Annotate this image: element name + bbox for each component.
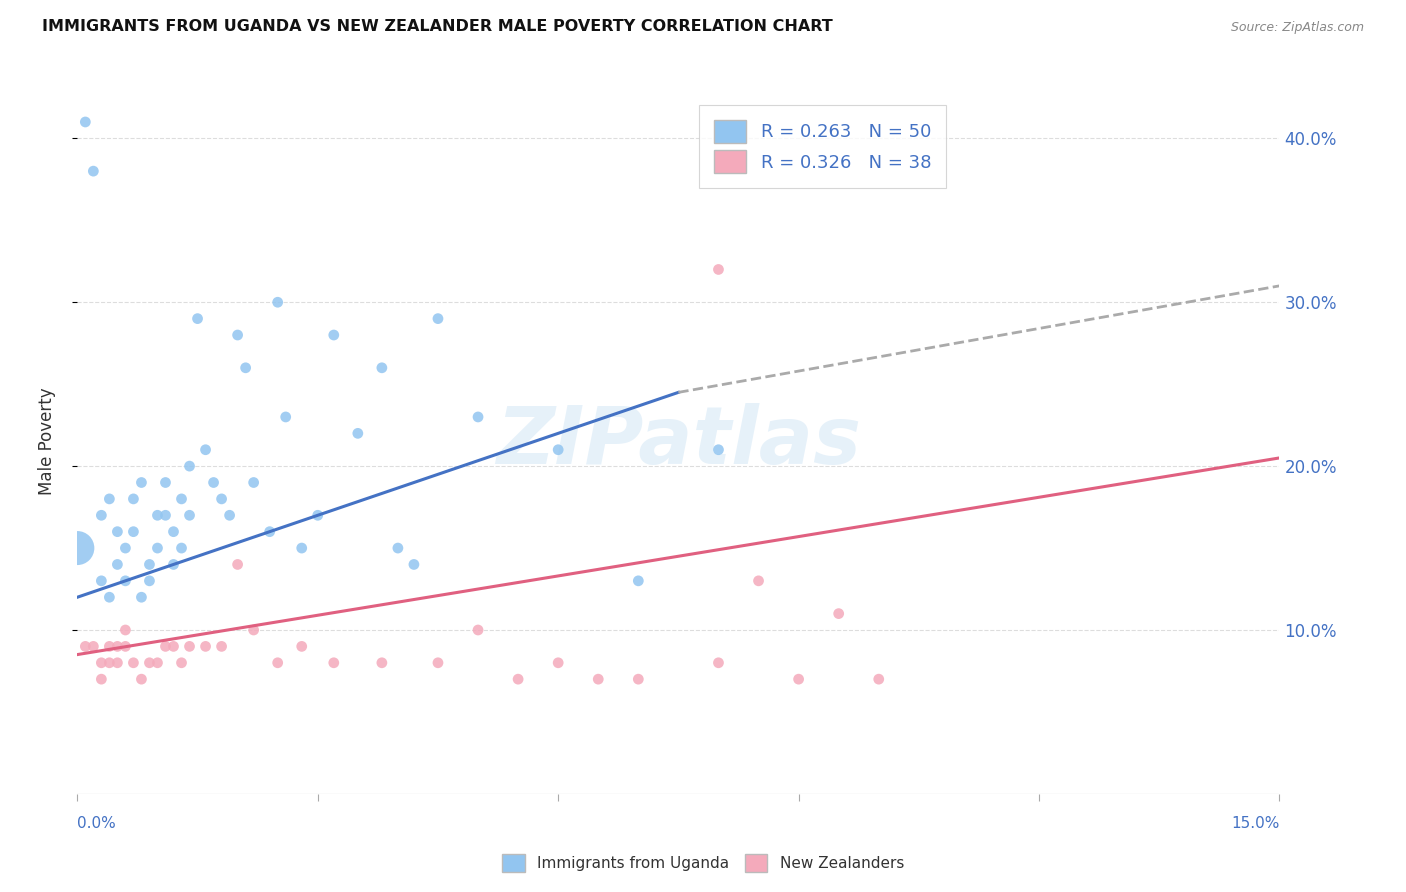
Point xyxy=(371,656,394,670)
Point xyxy=(467,623,489,637)
Point xyxy=(218,508,240,523)
Point xyxy=(75,640,97,654)
Point xyxy=(179,640,201,654)
Point xyxy=(194,640,217,654)
Point xyxy=(242,475,264,490)
Point xyxy=(322,656,344,670)
Legend: R = 0.263   N = 50, R = 0.326   N = 38: R = 0.263 N = 50, R = 0.326 N = 38 xyxy=(699,105,946,188)
Point xyxy=(131,672,153,686)
Point xyxy=(202,475,225,490)
Point xyxy=(122,656,145,670)
Point xyxy=(131,591,153,605)
Point xyxy=(98,640,121,654)
Point xyxy=(291,640,314,654)
Point xyxy=(114,574,136,588)
Point xyxy=(146,508,169,523)
Point xyxy=(235,360,257,375)
Point xyxy=(170,491,193,506)
Point xyxy=(170,656,193,670)
Point xyxy=(347,426,370,441)
Y-axis label: Male Poverty: Male Poverty xyxy=(38,388,56,495)
Point xyxy=(131,475,153,490)
Point xyxy=(155,475,177,490)
Point xyxy=(98,656,121,670)
Text: 15.0%: 15.0% xyxy=(1232,816,1279,830)
Point xyxy=(90,574,112,588)
Point xyxy=(155,640,177,654)
Point xyxy=(162,640,184,654)
Point xyxy=(114,623,136,637)
Point xyxy=(242,623,264,637)
Point xyxy=(122,524,145,539)
Point xyxy=(371,360,394,375)
Point xyxy=(107,640,129,654)
Point xyxy=(274,409,297,424)
Point xyxy=(787,672,810,686)
Point xyxy=(179,508,201,523)
Point xyxy=(547,656,569,670)
Point xyxy=(82,640,104,654)
Point xyxy=(547,442,569,457)
Point xyxy=(707,262,730,277)
Point xyxy=(467,409,489,424)
Point xyxy=(627,574,650,588)
Point xyxy=(162,524,184,539)
Point xyxy=(90,508,112,523)
Point xyxy=(588,672,610,686)
Point xyxy=(226,328,249,343)
Point xyxy=(114,640,136,654)
Point xyxy=(387,541,409,555)
Point xyxy=(179,459,201,474)
Point xyxy=(211,491,233,506)
Point xyxy=(707,656,730,670)
Point xyxy=(307,508,329,523)
Point xyxy=(138,558,160,572)
Text: Source: ZipAtlas.com: Source: ZipAtlas.com xyxy=(1230,21,1364,34)
Text: ZIPatlas: ZIPatlas xyxy=(496,402,860,481)
Legend: Immigrants from Uganda, New Zealanders: Immigrants from Uganda, New Zealanders xyxy=(495,846,911,880)
Point xyxy=(146,656,169,670)
Point xyxy=(90,656,112,670)
Point xyxy=(146,541,169,555)
Text: IMMIGRANTS FROM UGANDA VS NEW ZEALANDER MALE POVERTY CORRELATION CHART: IMMIGRANTS FROM UGANDA VS NEW ZEALANDER … xyxy=(42,20,832,34)
Point xyxy=(107,558,129,572)
Point xyxy=(194,442,217,457)
Point xyxy=(122,491,145,506)
Point xyxy=(508,672,530,686)
Text: 0.0%: 0.0% xyxy=(77,816,117,830)
Point xyxy=(155,508,177,523)
Point xyxy=(138,656,160,670)
Point xyxy=(427,656,450,670)
Point xyxy=(107,656,129,670)
Point xyxy=(267,295,290,310)
Point xyxy=(107,524,129,539)
Point xyxy=(90,672,112,686)
Point xyxy=(162,558,184,572)
Point xyxy=(868,672,890,686)
Point xyxy=(291,541,314,555)
Point xyxy=(75,115,97,129)
Point xyxy=(114,541,136,555)
Point xyxy=(226,558,249,572)
Point xyxy=(748,574,770,588)
Point xyxy=(828,607,851,621)
Point xyxy=(66,541,89,555)
Point xyxy=(322,328,344,343)
Point xyxy=(259,524,281,539)
Point xyxy=(427,311,450,326)
Point xyxy=(402,558,425,572)
Point xyxy=(98,591,121,605)
Point xyxy=(267,656,290,670)
Point xyxy=(187,311,209,326)
Point xyxy=(707,442,730,457)
Point xyxy=(627,672,650,686)
Point xyxy=(138,574,160,588)
Point xyxy=(211,640,233,654)
Point xyxy=(82,164,104,178)
Point xyxy=(170,541,193,555)
Point xyxy=(98,491,121,506)
